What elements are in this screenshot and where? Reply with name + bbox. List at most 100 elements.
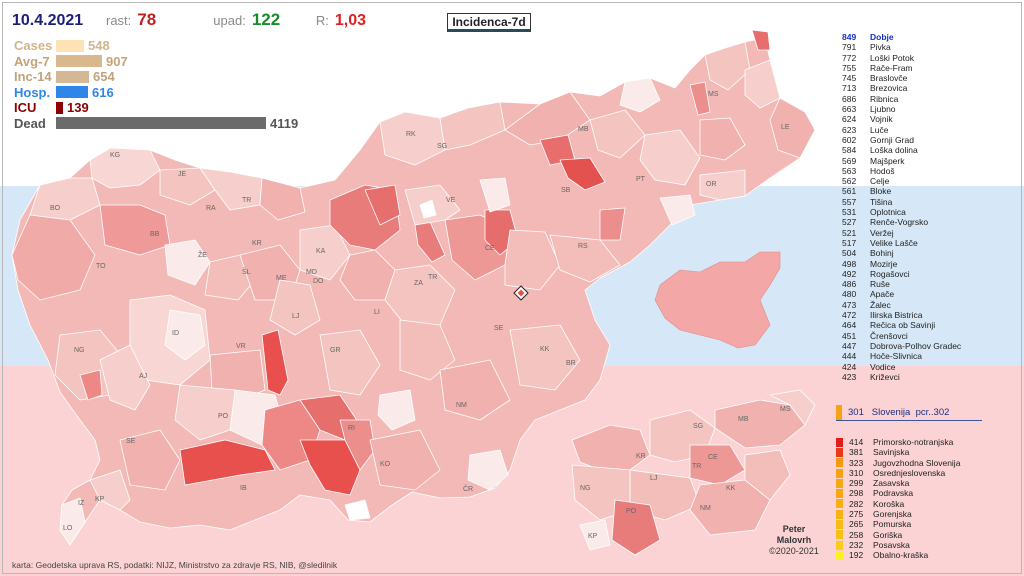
ranking-row: 569 Majšperk: [842, 156, 961, 166]
ranking-row: 504 Bohinj: [842, 248, 961, 258]
ranking-row: 444 Hoče-Slivnica: [842, 351, 961, 361]
rast-value: 78: [137, 10, 157, 29]
region-value: 265: [849, 519, 864, 530]
ranking-name: Rače-Fram: [870, 62, 913, 73]
ranking-row: 791 Pivka: [842, 42, 961, 52]
map-label: TO: [96, 263, 106, 270]
map-label: KR: [252, 240, 262, 247]
ranking-name: Renče-Vogrsko: [870, 217, 929, 228]
stat-bar: [56, 101, 63, 114]
map-label: JE: [178, 171, 187, 178]
ranking-row: 624 Vojnik: [842, 114, 961, 124]
map-label: KO: [380, 461, 391, 468]
region-name: Zasavska: [873, 478, 910, 489]
map-label: IB: [240, 485, 247, 492]
region-value: 282: [849, 498, 864, 509]
municipality: [751, 29, 771, 51]
stat-name: Inc-14: [14, 69, 52, 85]
municipality: [467, 449, 509, 491]
credit-line-3: ©2020-2021: [769, 546, 819, 556]
map-label: PT: [636, 176, 646, 183]
ranking-name: Velike Lašče: [870, 237, 918, 248]
map-label: KK: [540, 346, 550, 353]
region: [611, 499, 661, 556]
municipality: [699, 117, 746, 161]
map-label: AJ: [139, 373, 147, 380]
municipality: [79, 369, 103, 401]
municipality: [559, 157, 606, 191]
map-label: ZA: [414, 280, 423, 287]
ranking-row: 623 Luče: [842, 125, 961, 135]
ranking-value: 504: [842, 248, 857, 259]
municipality: [479, 177, 511, 213]
region-value: 381: [849, 447, 864, 458]
municipality-ranking-list: 849 Dobje 791 Pivka 772 Loški Potok 755 Rače-Fr…: [842, 32, 961, 382]
map-labels: KG JE RA BO BB TR KR ŽE ŠL KA TO ME MD D…: [50, 91, 790, 532]
ranking-value: 472: [842, 310, 857, 321]
ranking-name: Pivka: [870, 42, 891, 53]
municipality: [204, 254, 256, 301]
map-label: GR: [330, 347, 341, 354]
ranking-row: 561 Bloke: [842, 186, 961, 196]
municipality: [659, 194, 696, 226]
municipality: [439, 359, 511, 421]
region-label: CE: [708, 454, 718, 461]
r-value: 1,03: [334, 12, 366, 29]
ranking-name: Loški Potok: [870, 52, 914, 63]
map-label: LE: [781, 124, 790, 131]
municipality: [179, 439, 276, 486]
region-row: 414 Primorsko-notranjska: [836, 437, 960, 447]
source-note: karta: Geodetska uprava RS, podatki: NIJ…: [12, 560, 338, 570]
map-label: BO: [50, 205, 61, 212]
region-label: KK: [726, 485, 736, 492]
ranking-row: 521 Veržej: [842, 228, 961, 238]
inset-slovenia-shape: [654, 251, 781, 349]
author-credit: Peter Malovrh ©2020-2021: [752, 524, 836, 557]
stat-row: Hosp. 616: [14, 85, 298, 101]
region-name: Gorenjska: [873, 509, 912, 520]
stats-panel: Cases 548 Avg-7 907 Inc-14 654 Hosp. 616 ICU 139 D…: [14, 38, 298, 131]
ranking-name: Ruše: [870, 279, 890, 290]
region-row: 282 Koroška: [836, 499, 960, 509]
ranking-value: 663: [842, 104, 857, 115]
ranking-name: Gornji Grad: [870, 134, 914, 145]
region-row: 192 Obalno-kraška: [836, 550, 960, 560]
ranking-row: 755 Rače-Fram: [842, 63, 961, 73]
region-label: SG: [693, 423, 703, 430]
region-row: 265 Pomurska: [836, 519, 960, 529]
ranking-value: 444: [842, 351, 857, 362]
map-label: DO: [313, 278, 324, 285]
stat-row: ICU 139: [14, 100, 298, 116]
ranking-row: 663 Ljubno: [842, 104, 961, 114]
municipality: [11, 214, 96, 301]
ranking-row: 772 Loški Potok: [842, 53, 961, 63]
ranking-value: 624: [842, 114, 857, 125]
region-name: Posavska: [873, 539, 910, 550]
region-value: 323: [849, 457, 864, 468]
ranking-value: 423: [842, 371, 857, 382]
ranking-name: Apače: [870, 289, 895, 300]
region-swatch: [836, 550, 843, 560]
ranking-row: 464 Rečica ob Savinji: [842, 320, 961, 330]
ranking-row: 745 Braslovče: [842, 73, 961, 83]
ranking-name: Žalec: [870, 299, 891, 310]
region-name: Podravska: [873, 488, 914, 499]
region-swatch: [836, 468, 843, 478]
region-name: Koroška: [873, 498, 905, 509]
map-label: ŽE: [198, 250, 207, 259]
region-name: Jugovzhodna Slovenija: [873, 457, 961, 468]
ranking-value: 498: [842, 258, 857, 269]
map-label: MD: [306, 269, 317, 276]
stat-value: 4119: [270, 115, 299, 131]
municipality: [699, 169, 746, 201]
stat-value: 616: [92, 84, 114, 100]
ranking-value: 563: [842, 165, 857, 176]
region-value: 298: [849, 488, 864, 499]
region: [571, 424, 651, 471]
region-swatch: [836, 447, 843, 457]
ranking-name: Mozirje: [870, 258, 898, 269]
ranking-row: 498 Mozirje: [842, 259, 961, 269]
ranking-value: 602: [842, 134, 857, 145]
map-label: KP: [95, 496, 105, 503]
